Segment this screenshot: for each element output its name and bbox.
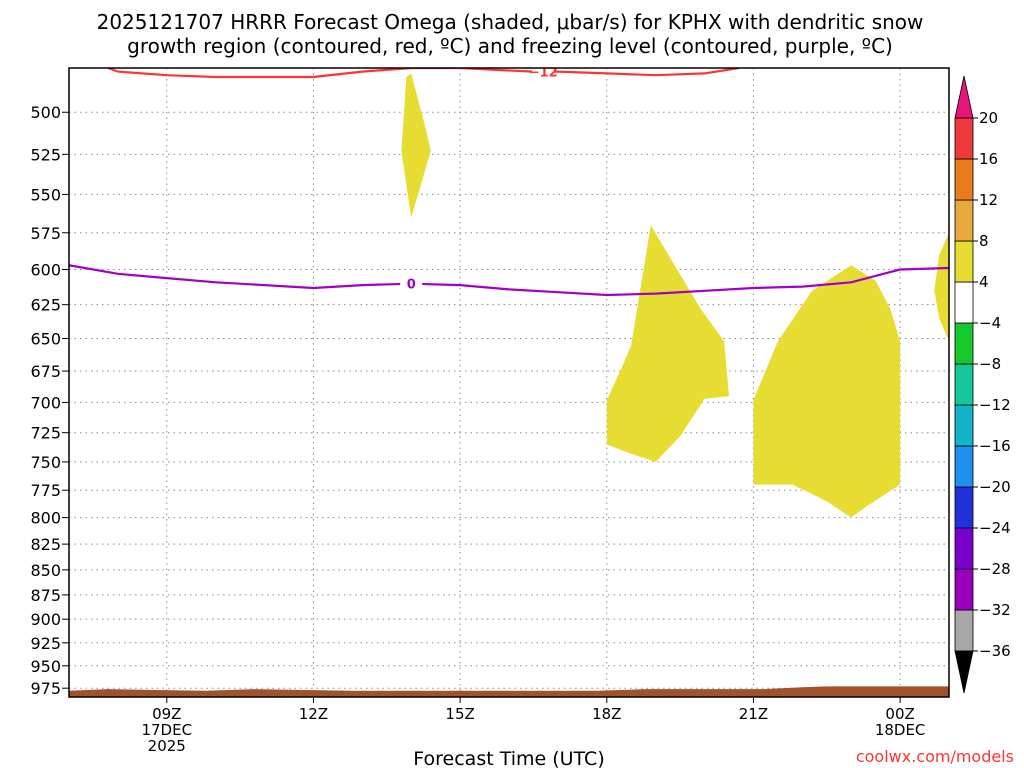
y-tick-label: 575: [30, 224, 61, 243]
colorbar-label: −24: [979, 519, 1011, 537]
omega-shaded-region-1: [606, 225, 729, 462]
colorbar-swatch: [954, 404, 974, 447]
contour-line-1: [69, 264, 949, 297]
contour-line-0: [107, 68, 739, 79]
x-tick-label: 12Z: [299, 705, 328, 723]
y-tick-label: 825: [30, 535, 61, 554]
contour-lines: −12 0: [69, 66, 949, 297]
omega-shaded-region-2: [753, 265, 901, 518]
colorbar-swatch: [954, 486, 974, 529]
colorbar-label: 12: [979, 191, 998, 209]
colorbar-label: 8: [979, 232, 989, 250]
contour-label: −12: [529, 66, 558, 81]
omega-shading: [69, 73, 949, 697]
colorbar-swatch: [954, 445, 974, 488]
y-tick-label: 850: [30, 561, 61, 580]
y-tick-label: 525: [30, 145, 61, 164]
chart-title-line1: 2025121707 HRRR Forecast Omega (shaded, …: [97, 10, 924, 34]
colorbar-label: −16: [979, 437, 1011, 455]
colorbar-swatch: [954, 158, 974, 201]
y-tick-label: 875: [30, 586, 61, 605]
x-tick-label: 17DEC: [141, 721, 192, 739]
colorbar: 20 16 12 8 4 −4 −8 −12 −16 −20 −24 −28 −32 −36: [954, 75, 1011, 694]
omega-shaded-region-0: [401, 73, 431, 218]
omega-shaded-region-3: [934, 232, 949, 342]
x-axis-title: Forecast Time (UTC): [413, 748, 604, 768]
colorbar-label: −36: [979, 642, 1011, 660]
y-tick-label: 700: [30, 393, 61, 412]
y-tick-label: 800: [30, 509, 61, 528]
y-tick-label: 675: [30, 362, 61, 381]
y-tick-label: 950: [30, 657, 61, 676]
credit-text: coolwx.com/models: [856, 747, 1014, 766]
y-tick-label: 925: [30, 634, 61, 653]
omega-shaded-region-4: [69, 686, 949, 697]
colorbar-swatch: [954, 281, 974, 324]
grid-lines: [69, 68, 949, 697]
x-tick-label: 15Z: [445, 705, 474, 723]
colorbar-label: 16: [979, 150, 998, 168]
colorbar-swatch: [954, 363, 974, 406]
plot-area: −12 0: [68, 66, 950, 698]
chart-title-line2: growth region (contoured, red, ºC) and f…: [127, 34, 893, 58]
y-tick-label: 500: [30, 103, 61, 122]
x-tick-label: 09Z: [152, 705, 181, 723]
colorbar-label: −32: [979, 601, 1011, 619]
x-tick-label: 00Z: [885, 705, 914, 723]
colorbar-swatch: [954, 117, 974, 160]
x-tick-label: 21Z: [739, 705, 768, 723]
colorbar-label: 20: [979, 109, 998, 127]
contour-label: 0: [407, 278, 416, 293]
x-tick-label: 18Z: [592, 705, 621, 723]
colorbar-label: −20: [979, 478, 1011, 496]
x-tick-label: 18DEC: [875, 721, 926, 739]
colorbar-label: 4: [979, 273, 989, 291]
y-tick-label: 750: [30, 453, 61, 472]
y-tick-label: 900: [30, 610, 61, 629]
plot-frame: [68, 67, 950, 698]
y-tick-label: 550: [30, 185, 61, 204]
colorbar-label: −12: [979, 396, 1011, 414]
x-tick-label: 2025: [148, 737, 186, 755]
colorbar-over-arrow: [954, 75, 974, 119]
contour-label-bg: [400, 276, 423, 290]
colorbar-swatch: [954, 568, 974, 611]
y-tick-label: 725: [30, 424, 61, 443]
y-tick-label: 650: [30, 330, 61, 349]
colorbar-label: −28: [979, 560, 1011, 578]
colorbar-label: −4: [979, 314, 1001, 332]
colorbar-under-arrow: [954, 650, 974, 694]
colorbar-swatch: [954, 199, 974, 242]
colorbar-swatch: [954, 609, 974, 652]
y-axis: 500 525 550 575 600 625 650 675 700 725 750 775 800 8…: [30, 103, 69, 698]
y-tick-label: 775: [30, 481, 61, 500]
colorbar-swatch: [954, 240, 974, 283]
y-tick-label: 975: [30, 679, 61, 698]
colorbar-swatch: [954, 322, 974, 365]
contour-label-bg: [532, 68, 555, 78]
y-tick-label: 600: [30, 260, 61, 279]
colorbar-swatch: [954, 527, 974, 570]
y-tick-label: 625: [30, 296, 61, 315]
colorbar-label: −8: [979, 355, 1001, 373]
